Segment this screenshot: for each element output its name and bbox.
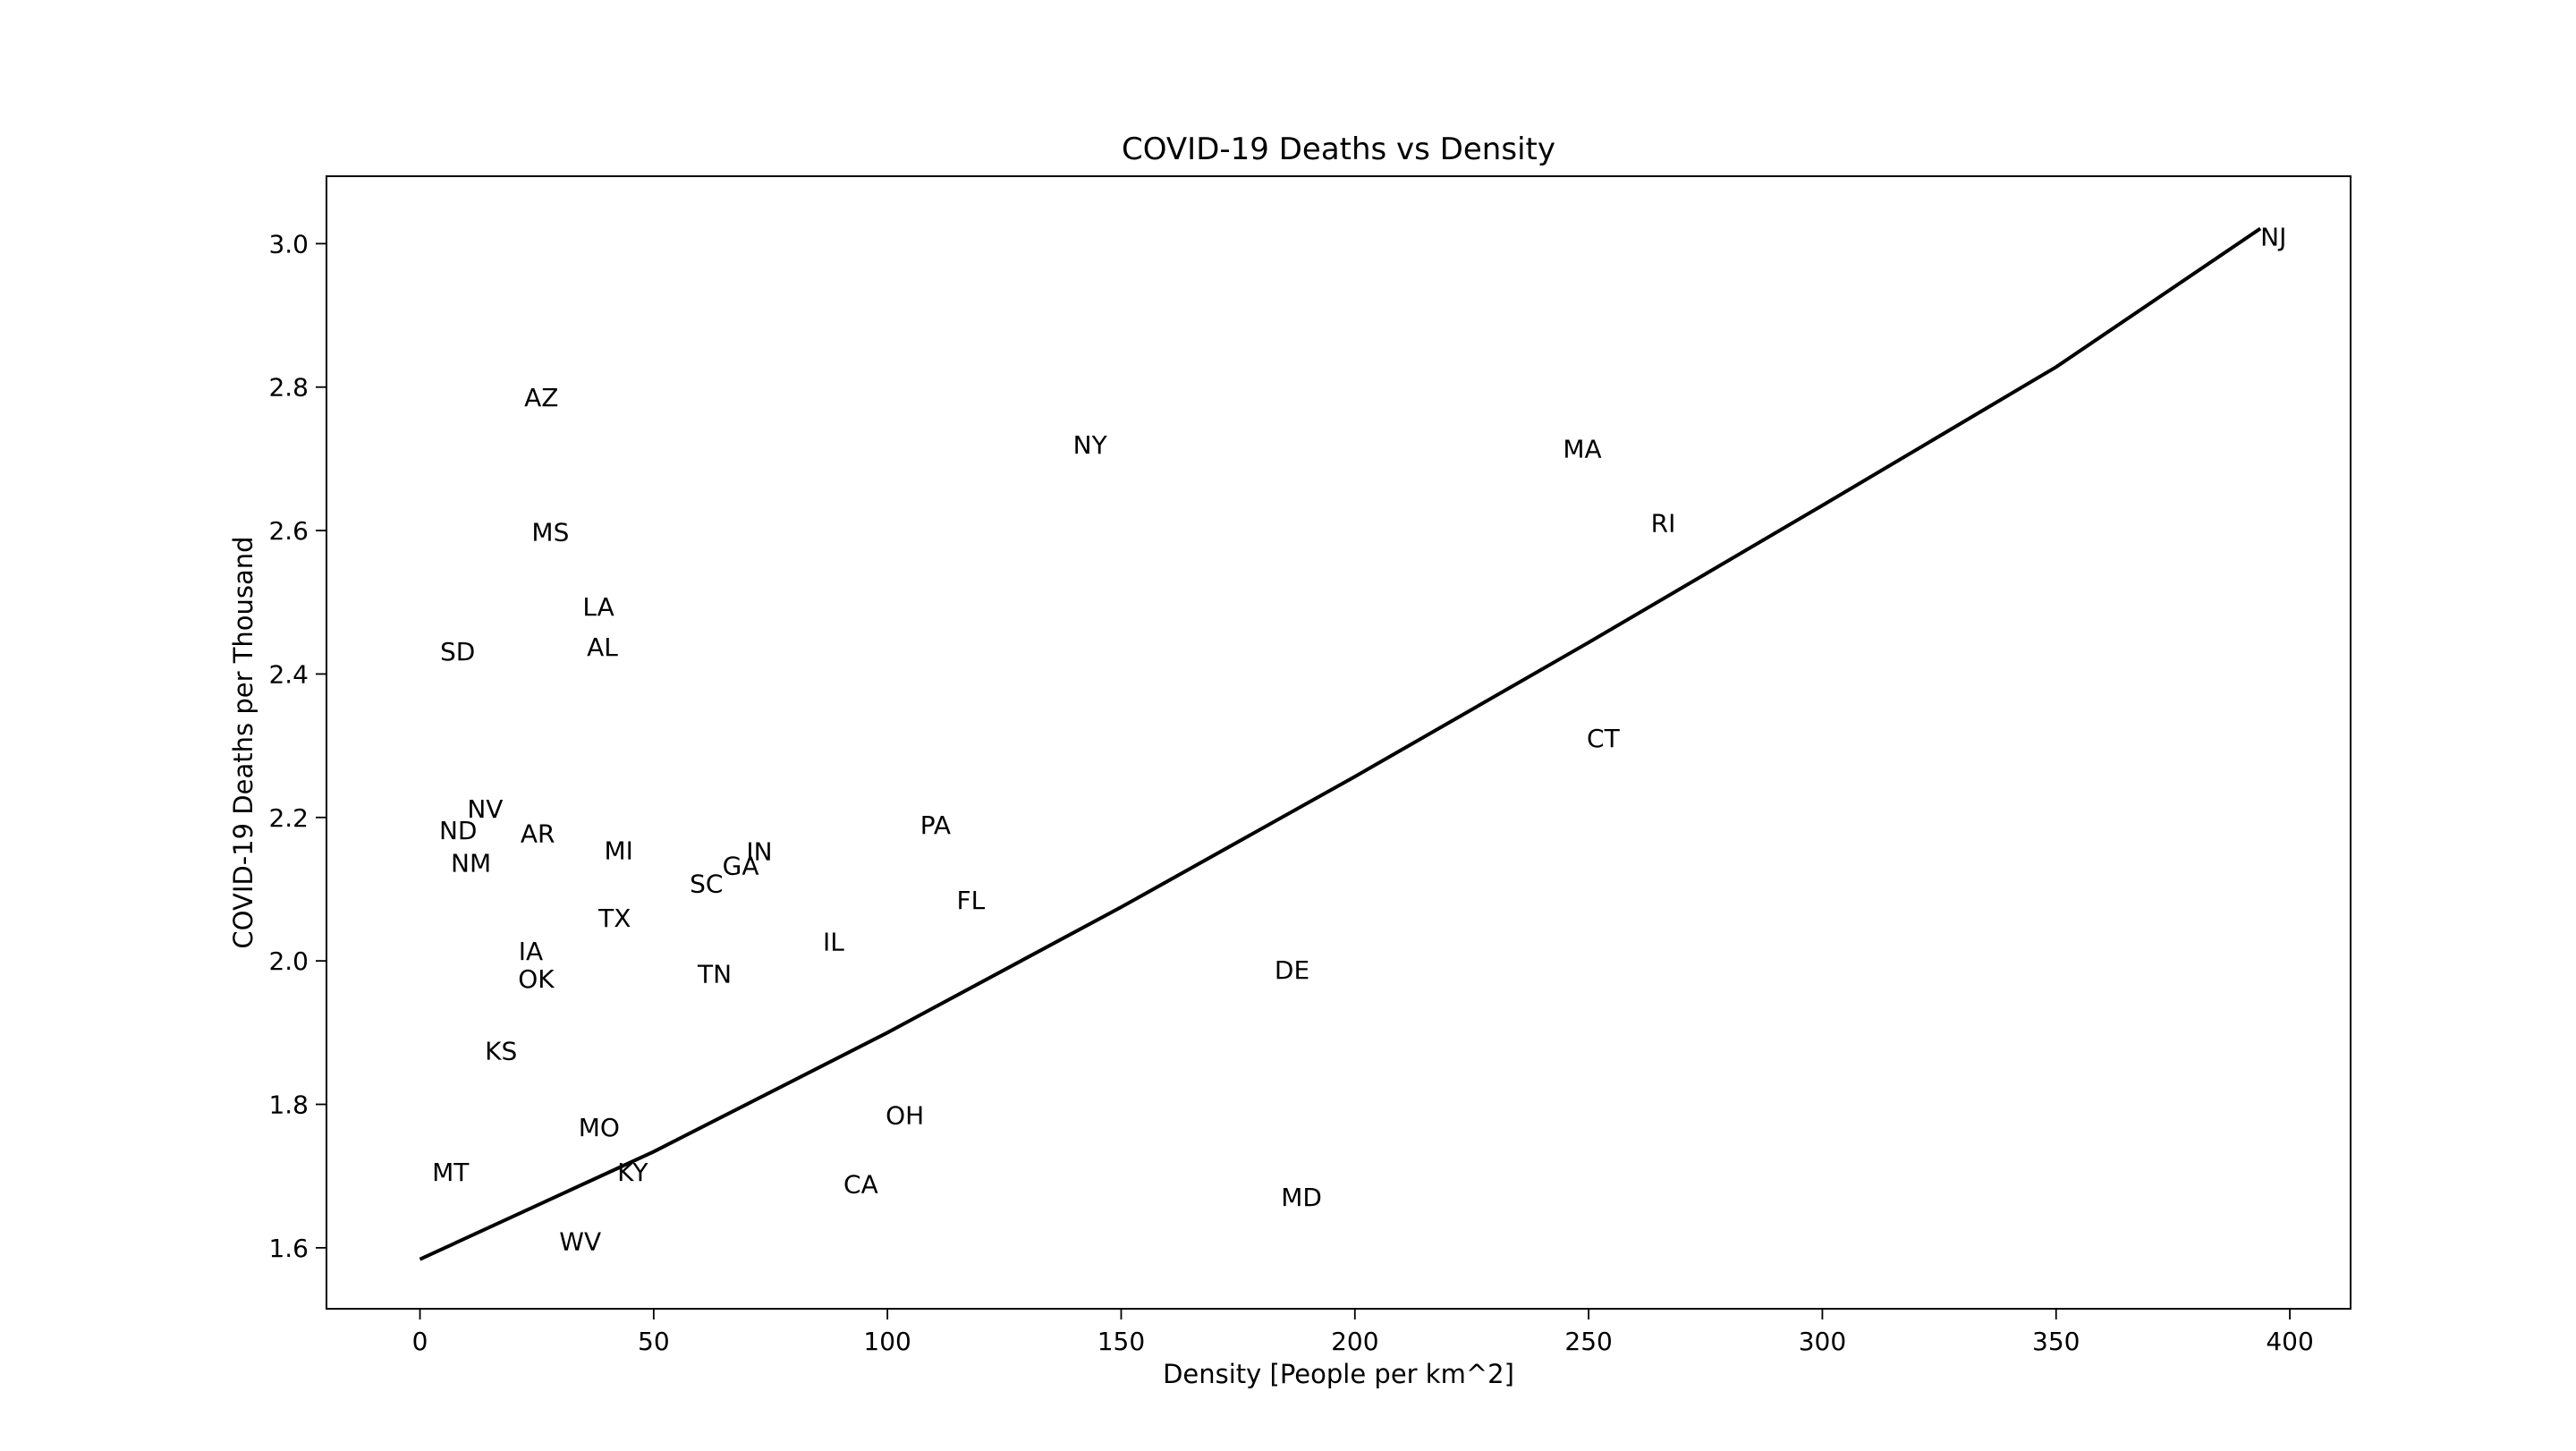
x-tick-label: 0 (412, 1327, 428, 1356)
data-point-tx: TX (597, 904, 631, 933)
data-point-ok: OK (518, 964, 555, 994)
data-point-sd: SD (440, 637, 475, 666)
data-point-ny: NY (1073, 430, 1108, 460)
data-point-nm: NM (451, 848, 491, 878)
data-point-ks: KS (485, 1036, 517, 1065)
data-point-il: IL (823, 927, 844, 956)
trend-line (419, 226, 2262, 1261)
y-axis-ticks: 1.6 1.8 2.0 2.2 2.4 2.6 2.8 3.0 (268, 229, 326, 1263)
plot-frame (326, 175, 2351, 1310)
x-tick-label: 350 (2032, 1327, 2080, 1356)
x-tick-label: 50 (638, 1327, 670, 1356)
data-point-mi: MI (604, 836, 632, 866)
y-tick-label: 2.2 (268, 803, 309, 833)
data-point-ct: CT (1587, 724, 1621, 753)
data-point-pa: PA (920, 810, 951, 840)
data-point-az: AZ (524, 383, 558, 412)
x-tick-label: 150 (1097, 1327, 1145, 1356)
data-point-nd: ND (439, 816, 478, 845)
x-tick-label: 100 (863, 1327, 911, 1356)
data-point-ma: MA (1563, 435, 1601, 464)
data-point-ar: AR (521, 819, 555, 848)
data-point-fl: FL (957, 886, 986, 915)
data-point-ia: IA (519, 937, 543, 966)
y-axis-label: COVID-19 Deaths per Thousand (228, 536, 258, 948)
data-point-nv: NV (467, 794, 503, 824)
data-point-nj: NJ (2260, 222, 2286, 251)
x-tick-label: 200 (1331, 1327, 1378, 1356)
data-point-md: MD (1281, 1183, 1322, 1212)
x-axis-label: Density [People per km^2] (1163, 1359, 1514, 1389)
y-tick-label: 2.0 (268, 946, 309, 976)
data-point-de: DE (1275, 955, 1309, 985)
x-axis-ticks: 0 50 100 150 200 250 300 350 400 (412, 1309, 2314, 1356)
data-point-ky: KY (617, 1158, 648, 1187)
data-point-in: IN (746, 836, 772, 866)
y-tick-label: 2.8 (268, 373, 309, 403)
y-tick-label: 2.6 (268, 516, 309, 546)
data-point-sc: SC (690, 870, 723, 899)
y-tick-label: 3.0 (268, 229, 309, 259)
data-point-mt: MT (432, 1158, 470, 1187)
data-point-la: LA (582, 592, 614, 622)
data-point-al: AL (587, 632, 618, 662)
y-tick-label: 2.4 (268, 659, 309, 689)
data-point-mo: MO (579, 1113, 620, 1142)
x-tick-label: 250 (1564, 1327, 1612, 1356)
data-point-wv: WV (559, 1227, 601, 1257)
data-point-oh: OH (886, 1101, 924, 1131)
data-point-ms: MS (531, 518, 569, 547)
y-tick-label: 1.6 (268, 1234, 309, 1263)
data-point-ga: GA (723, 852, 759, 881)
chart-title: COVID-19 Deaths vs Density (1122, 132, 1555, 167)
data-point-ca: CA (843, 1169, 878, 1199)
data-point-ri: RI (1651, 508, 1676, 538)
data-point-tn: TN (697, 960, 732, 989)
x-tick-label: 300 (1799, 1327, 1846, 1356)
x-tick-label: 400 (2266, 1327, 2313, 1356)
y-tick-label: 1.8 (268, 1090, 309, 1119)
